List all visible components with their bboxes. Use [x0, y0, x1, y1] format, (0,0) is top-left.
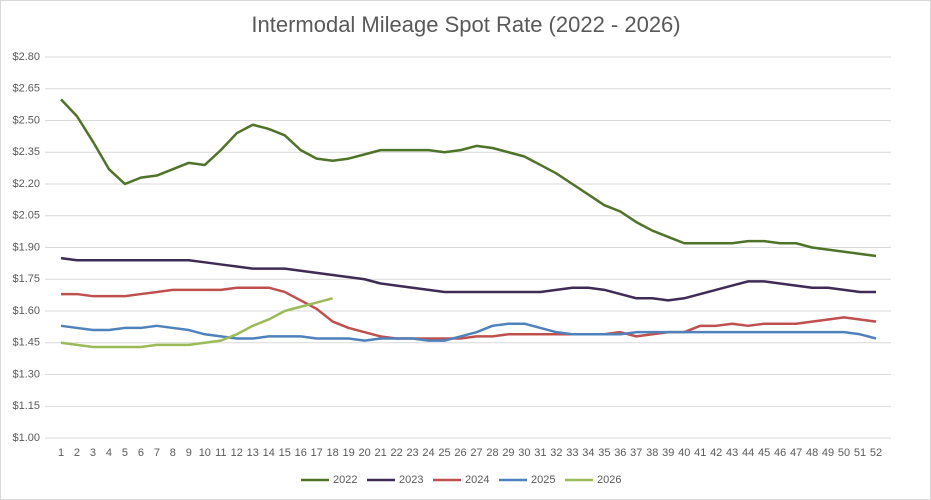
x-tick-label: 14 [263, 447, 275, 459]
x-tick-label: 15 [279, 447, 291, 459]
series-line [60, 256, 876, 302]
x-tick-label: 47 [790, 447, 802, 459]
x-tick-label: 28 [486, 447, 498, 459]
x-tick-label: 21 [374, 447, 386, 459]
x-tick-label: 41 [694, 447, 706, 459]
y-tick-label: $1.75 [12, 273, 40, 285]
x-tick-label: 2 [74, 447, 80, 459]
x-tick-label: 1 [58, 447, 64, 459]
x-tick-label: 26 [454, 447, 466, 459]
legend-label: 2023 [399, 474, 423, 486]
x-tick-label: 24 [422, 447, 434, 459]
x-tick-label: 12 [231, 447, 243, 459]
x-tick-label: 9 [186, 447, 192, 459]
x-tick-label: 32 [550, 447, 562, 459]
x-tick-label: 25 [438, 447, 450, 459]
x-tick-label: 46 [774, 447, 786, 459]
legend-label: 2025 [531, 474, 555, 486]
x-tick-label: 8 [170, 447, 176, 459]
x-tick-label: 23 [406, 447, 418, 459]
x-tick-label: 38 [646, 447, 658, 459]
x-tick-label: 3 [90, 447, 96, 459]
x-tick-label: 44 [742, 447, 754, 459]
x-tick-label: 33 [566, 447, 578, 459]
x-tick-label: 50 [838, 447, 850, 459]
x-tick-label: 39 [662, 447, 674, 459]
legend-label: 2026 [597, 474, 621, 486]
y-tick-label: $2.05 [12, 210, 40, 222]
y-tick-label: $2.20 [12, 178, 40, 190]
legend-label: 2024 [465, 474, 489, 486]
series-line [60, 322, 877, 342]
x-tick-label: 18 [327, 447, 339, 459]
y-tick-label: $1.00 [12, 432, 40, 444]
x-tick-label: 7 [154, 447, 160, 459]
x-tick-label: 42 [710, 447, 722, 459]
x-tick-label: 5 [122, 447, 128, 459]
series-line [60, 297, 333, 349]
x-tick-label: 43 [726, 447, 738, 459]
x-tick-label: 51 [854, 447, 866, 459]
series-line [61, 286, 877, 340]
x-tick-label: 17 [311, 447, 323, 459]
x-tick-label: 45 [758, 447, 770, 459]
y-tick-label: $2.80 [12, 51, 40, 63]
x-tick-label: 37 [630, 447, 642, 459]
x-tick-label: 6 [138, 447, 144, 459]
x-tick-label: 27 [470, 447, 482, 459]
x-tick-label: 4 [106, 447, 112, 459]
y-tick-label: $2.50 [12, 114, 40, 126]
x-tick-label: 29 [502, 447, 514, 459]
legend-label: 2022 [333, 474, 357, 486]
x-tick-label: 34 [582, 447, 594, 459]
x-tick-label: 20 [359, 447, 371, 459]
y-tick-label: $1.90 [12, 241, 40, 253]
chart-title: Intermodal Mileage Spot Rate (2022 - 202… [251, 12, 680, 37]
x-tick-label: 11 [215, 447, 226, 459]
x-tick-label: 22 [390, 447, 402, 459]
y-tick-label: $1.45 [12, 337, 40, 349]
y-tick-label: $1.60 [12, 305, 40, 317]
x-tick-label: 30 [518, 447, 530, 459]
y-tick-label: $2.65 [12, 83, 40, 95]
x-tick-label: 36 [614, 447, 626, 459]
x-tick-label: 52 [870, 447, 882, 459]
x-tick-label: 49 [822, 447, 834, 459]
x-tick-label: 16 [295, 447, 307, 459]
x-tick-label: 31 [534, 447, 546, 459]
y-tick-label: $1.15 [12, 400, 40, 412]
x-tick-label: 10 [199, 447, 211, 459]
x-tick-label: 40 [678, 447, 690, 459]
x-tick-label: 19 [343, 447, 355, 459]
y-tick-label: $2.35 [12, 146, 40, 158]
x-tick-label: 13 [247, 447, 259, 459]
series-line [60, 98, 877, 258]
x-tick-label: 35 [598, 447, 610, 459]
x-tick-label: 48 [806, 447, 818, 459]
y-tick-label: $1.30 [12, 368, 40, 380]
